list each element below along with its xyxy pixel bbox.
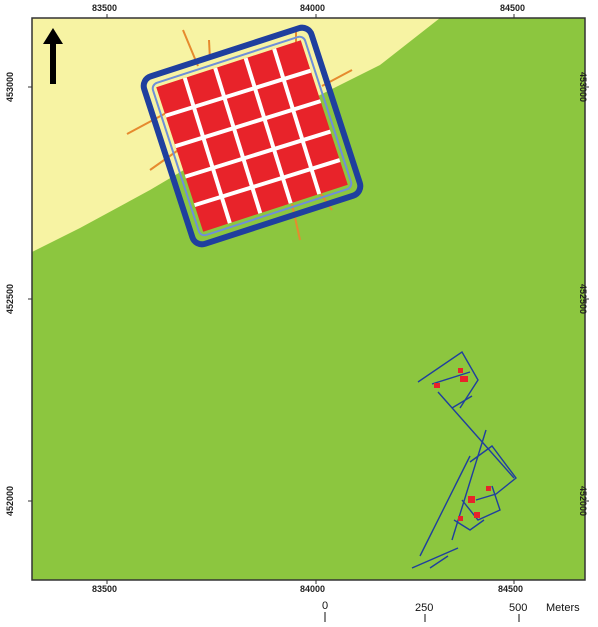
structure-marks: [434, 368, 491, 521]
axis-left-label-3: 452000: [5, 485, 16, 517]
axis-left-label-2: 452500: [5, 283, 16, 315]
axis-bottom-label-3: 84500: [498, 584, 524, 594]
axis-right-label-3: 452000: [578, 485, 589, 517]
axis-top-label-2: 84000: [300, 3, 326, 13]
wall-features: [411, 350, 517, 569]
tick-marks: [28, 14, 589, 584]
scale-unit-label: Meters: [546, 602, 580, 614]
scale-label-250: 250: [415, 602, 434, 614]
axis-left-label-1: 453000: [5, 71, 16, 103]
scale-label-0: 0: [322, 600, 329, 612]
axis-top-label-3: 84500: [500, 3, 526, 13]
scale-label-500: 500: [509, 602, 528, 614]
fortified-enclosure: [140, 24, 364, 248]
axis-top-label-1: 83500: [92, 3, 118, 13]
axis-bottom-label-1: 83500: [92, 584, 118, 594]
scale-bar: [324, 612, 520, 622]
axis-right-label-1: 453000: [578, 71, 589, 103]
axis-right-label-2: 452500: [578, 283, 589, 315]
axis-bottom-label-2: 84000: [300, 584, 326, 594]
north-arrow-icon: [43, 28, 63, 84]
